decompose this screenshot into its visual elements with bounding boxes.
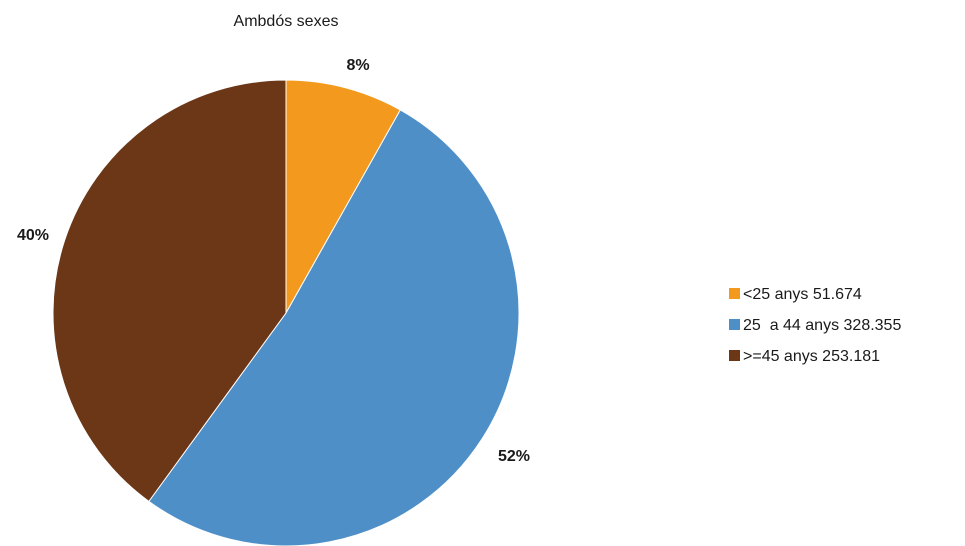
legend: <25 anys 51.674 25 a 44 anys 328.355 >=45 …	[729, 286, 901, 365]
pie-slice-2	[52, 79, 287, 503]
legend-label-0: <25 anys 51.674	[743, 286, 862, 303]
legend-label-1: 25 a 44 anys 328.355	[743, 317, 901, 334]
legend-swatch-0	[729, 288, 740, 299]
pie-slice-1	[148, 109, 520, 546]
legend-swatch-1	[729, 319, 740, 330]
slice-percent-label-2: 40%	[17, 227, 49, 244]
chart-title: Ambdós sexes	[234, 13, 339, 30]
slice-percent-label-1: 52%	[498, 448, 530, 465]
slice-percent-label-0: 8%	[346, 57, 369, 74]
legend-label-2: >=45 anys 253.181	[743, 348, 880, 365]
pie-slice-0	[285, 79, 401, 315]
legend-swatch-2	[729, 350, 740, 361]
pie-slices	[52, 79, 520, 546]
pie-percent-labels: 8% 52% 40%	[17, 57, 530, 465]
